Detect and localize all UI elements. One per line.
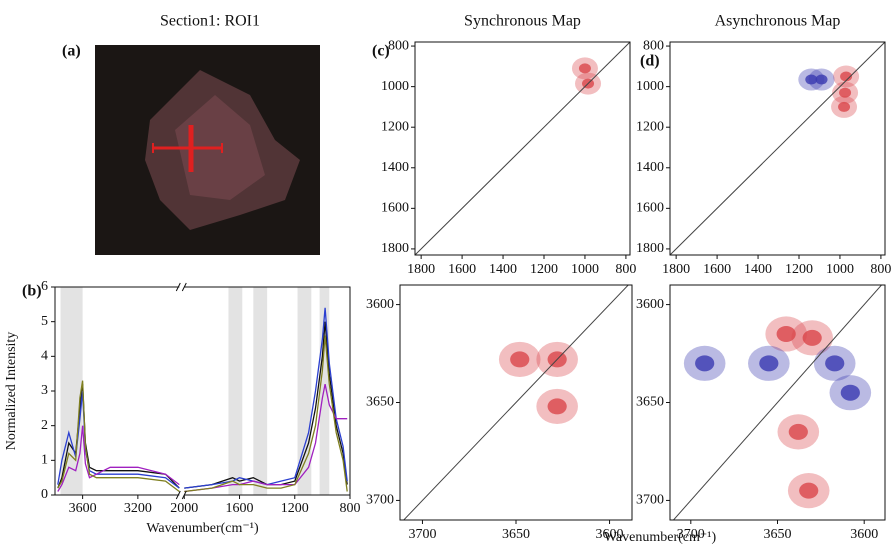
plot-area bbox=[415, 42, 630, 255]
x-tick-label: 3600 bbox=[850, 527, 878, 542]
peak-core bbox=[695, 355, 715, 372]
y-tick-label: 1600 bbox=[636, 201, 664, 216]
panel-label: (a) bbox=[62, 43, 81, 60]
x-tick-label: 800 bbox=[870, 262, 891, 277]
diagonal bbox=[672, 285, 883, 520]
peak-core bbox=[840, 384, 860, 401]
axis-frame bbox=[414, 41, 631, 256]
microscope-image bbox=[95, 45, 320, 255]
x-tick-label: 3700 bbox=[677, 527, 705, 542]
x-tick-label: 1600 bbox=[448, 262, 476, 277]
panel-label: (b) bbox=[22, 283, 42, 300]
peak-core bbox=[776, 325, 796, 342]
y-tick-label: 6 bbox=[41, 279, 48, 294]
plot-area bbox=[403, 285, 629, 520]
y-tick-label: 800 bbox=[643, 38, 664, 53]
diagonal bbox=[403, 285, 629, 520]
y-tick-label: 1800 bbox=[381, 241, 409, 256]
shaded-band bbox=[60, 287, 83, 495]
chart-title: Synchronous Map bbox=[464, 13, 581, 30]
peak-core bbox=[839, 87, 852, 98]
axis-break bbox=[175, 282, 187, 500]
x-tick-label: 3600 bbox=[596, 527, 624, 542]
y-tick-label: 1400 bbox=[636, 160, 664, 175]
y-tick-label: 3 bbox=[41, 383, 48, 398]
shaded-band bbox=[319, 287, 330, 495]
x-tick-label: 1200 bbox=[785, 262, 813, 277]
x-tick-label: 3650 bbox=[764, 527, 792, 542]
x-tick-label: 1600 bbox=[226, 501, 254, 516]
diagonal bbox=[415, 42, 630, 255]
y-tick-label: 3600 bbox=[636, 297, 664, 312]
peak-core bbox=[788, 423, 808, 440]
x-tick-label: 1800 bbox=[407, 262, 435, 277]
peak-core bbox=[805, 74, 818, 85]
x-tick-label: 1000 bbox=[571, 262, 599, 277]
peak-core bbox=[825, 355, 845, 372]
shaded-band bbox=[253, 287, 268, 495]
y-tick-label: 4 bbox=[41, 349, 48, 364]
x-tick-label: 3600 bbox=[69, 501, 97, 516]
peak-core bbox=[815, 74, 828, 85]
y-tick-label: 3650 bbox=[366, 395, 394, 410]
y-tick-label: 1200 bbox=[381, 119, 409, 134]
x-tick-label: 2000 bbox=[170, 501, 198, 516]
peak-core bbox=[759, 355, 779, 372]
x-axis-label: Wavenumber(cm⁻¹) bbox=[146, 521, 259, 536]
peak-core bbox=[799, 482, 819, 499]
diagonal bbox=[670, 42, 885, 255]
y-tick-label: 3650 bbox=[636, 395, 664, 410]
x-tick-label: 1000 bbox=[826, 262, 854, 277]
panel-label: (c) bbox=[372, 43, 390, 60]
y-tick-label: 3700 bbox=[636, 493, 664, 508]
image-title: Section1: ROI1 bbox=[160, 13, 260, 30]
x-tick-label: 3650 bbox=[502, 527, 530, 542]
y-tick-label: 1400 bbox=[381, 160, 409, 175]
y-tick-label: 1000 bbox=[636, 79, 664, 94]
x-tick-label: 3200 bbox=[124, 501, 152, 516]
x-tick-label: 800 bbox=[615, 262, 636, 277]
x-tick-label: 1400 bbox=[744, 262, 772, 277]
x-tick-label: 3700 bbox=[408, 527, 436, 542]
y-tick-label: 3600 bbox=[366, 297, 394, 312]
peak-core bbox=[838, 101, 851, 112]
peak-core bbox=[802, 329, 822, 346]
peak-core bbox=[578, 63, 591, 74]
shaded-band bbox=[297, 287, 312, 495]
y-tick-label: 2 bbox=[41, 418, 48, 433]
x-tick-label: 1200 bbox=[281, 501, 309, 516]
y-tick-label: 1200 bbox=[636, 119, 664, 134]
y-tick-label: 5 bbox=[41, 314, 48, 329]
x-tick-label: 1800 bbox=[662, 262, 690, 277]
y-tick-label: 800 bbox=[388, 38, 409, 53]
y-tick-label: 3700 bbox=[366, 493, 394, 508]
y-axis-label: Normalized Intensity bbox=[4, 332, 19, 451]
y-tick-label: 1800 bbox=[636, 241, 664, 256]
x-tick-label: 1400 bbox=[489, 262, 517, 277]
axis-frame bbox=[669, 41, 886, 256]
peak-core bbox=[840, 71, 853, 82]
y-tick-label: 1600 bbox=[381, 201, 409, 216]
y-tick-label: 0 bbox=[41, 487, 48, 502]
spectrum-line bbox=[57, 335, 348, 493]
shaded-band bbox=[228, 287, 243, 495]
plot-area bbox=[670, 42, 885, 255]
peak-core bbox=[547, 398, 567, 415]
x-tick-label: 1200 bbox=[530, 262, 558, 277]
panel-label: (d) bbox=[640, 53, 660, 70]
x-tick-label: 800 bbox=[340, 501, 361, 516]
plot-area bbox=[672, 285, 883, 520]
x-axis-label: Wavenumber(cm⁻¹) bbox=[604, 530, 717, 545]
y-tick-label: 1000 bbox=[381, 79, 409, 94]
y-tick-label: 1 bbox=[41, 453, 48, 468]
chart-title: Asynchronous Map bbox=[715, 13, 841, 30]
peak-core bbox=[510, 351, 530, 368]
x-tick-label: 1600 bbox=[703, 262, 731, 277]
